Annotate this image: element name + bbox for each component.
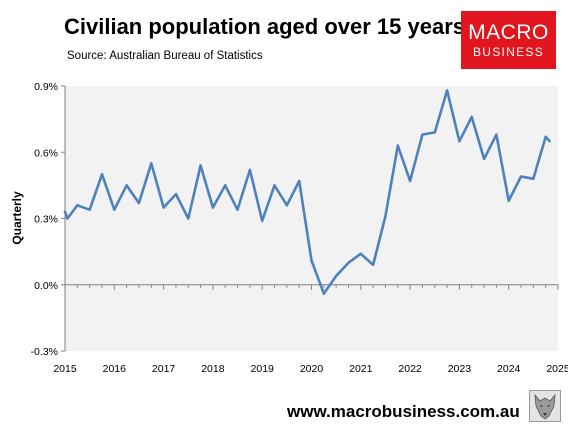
data-point [470, 115, 473, 119]
tick-labels: 0.9% 0.6% 0.3% 0.0% -0.3% 2015 2016 2017 2018 201… [31, 81, 568, 375]
data-point [408, 179, 412, 183]
data-point [458, 140, 461, 143]
data-point [285, 204, 289, 207]
axes [61, 85, 559, 352]
data-point [334, 274, 338, 278]
y-tick-label: 0.3% [34, 214, 58, 226]
data-point [445, 89, 449, 92]
data-point [495, 133, 498, 136]
data-point [261, 219, 264, 222]
y-tick-label: 0.9% [34, 81, 58, 93]
data-point [359, 252, 362, 256]
data-point [211, 206, 215, 209]
data-point [66, 217, 69, 220]
logo-line-2: BUSINESS [472, 44, 545, 59]
data-point [187, 217, 190, 220]
macrobusiness-logo: MACRO BUSINESS [461, 11, 556, 69]
data-point [76, 204, 79, 207]
x-tick-label: 2017 [152, 363, 176, 375]
data-point [297, 179, 301, 183]
logo-line-1: MACRO [468, 20, 549, 44]
plot-area [65, 86, 558, 351]
data-point [248, 168, 252, 172]
data-point [548, 140, 551, 143]
y-tick-label: 0.0% [34, 280, 58, 292]
data-point [310, 259, 313, 262]
data-point [544, 135, 547, 138]
data-point [174, 193, 178, 196]
data-point [137, 201, 141, 205]
data-point [100, 173, 104, 176]
data-point [519, 175, 523, 178]
data-point [396, 144, 399, 147]
data-point [433, 131, 436, 134]
data-point [273, 184, 276, 187]
data-point [113, 208, 116, 211]
series-line [63, 89, 551, 295]
x-tick-label: 2020 [300, 363, 324, 375]
data-point [88, 208, 91, 211]
data-point [63, 210, 67, 214]
chart-source: Source: Australian Bureau of Statistics [67, 50, 263, 62]
x-tick-label: 2019 [251, 363, 275, 375]
data-point [236, 208, 239, 211]
x-tick-label: 2023 [448, 363, 472, 375]
x-tick-label: 2025 [546, 363, 568, 375]
x-tick-label: 2016 [103, 363, 127, 375]
data-point [507, 199, 510, 203]
data-point [482, 157, 486, 161]
data-point [199, 164, 202, 167]
x-tick-label: 2018 [201, 363, 225, 375]
y-axis-label: Quarterly [10, 191, 24, 245]
x-tick-label: 2015 [53, 363, 77, 375]
wolf-icon [529, 390, 561, 422]
data-point [532, 177, 535, 180]
data-point [371, 263, 375, 267]
data-point [125, 184, 128, 187]
x-tick-label: 2024 [497, 363, 521, 375]
data-point [150, 162, 153, 165]
data-point [421, 133, 424, 136]
y-tick-label: 0.6% [34, 147, 58, 159]
series-group [63, 89, 551, 295]
footer-url: www.macrobusiness.com.au [287, 402, 520, 421]
x-tick-label: 2021 [349, 363, 373, 375]
data-point [347, 261, 350, 264]
data-point [384, 215, 387, 218]
chart-title: Civilian population aged over 15 years [64, 14, 466, 39]
y-tick-label: -0.3% [31, 346, 58, 358]
data-point [162, 206, 165, 209]
x-tick-label: 2022 [398, 363, 422, 375]
data-point [322, 292, 326, 295]
data-point [224, 184, 227, 187]
